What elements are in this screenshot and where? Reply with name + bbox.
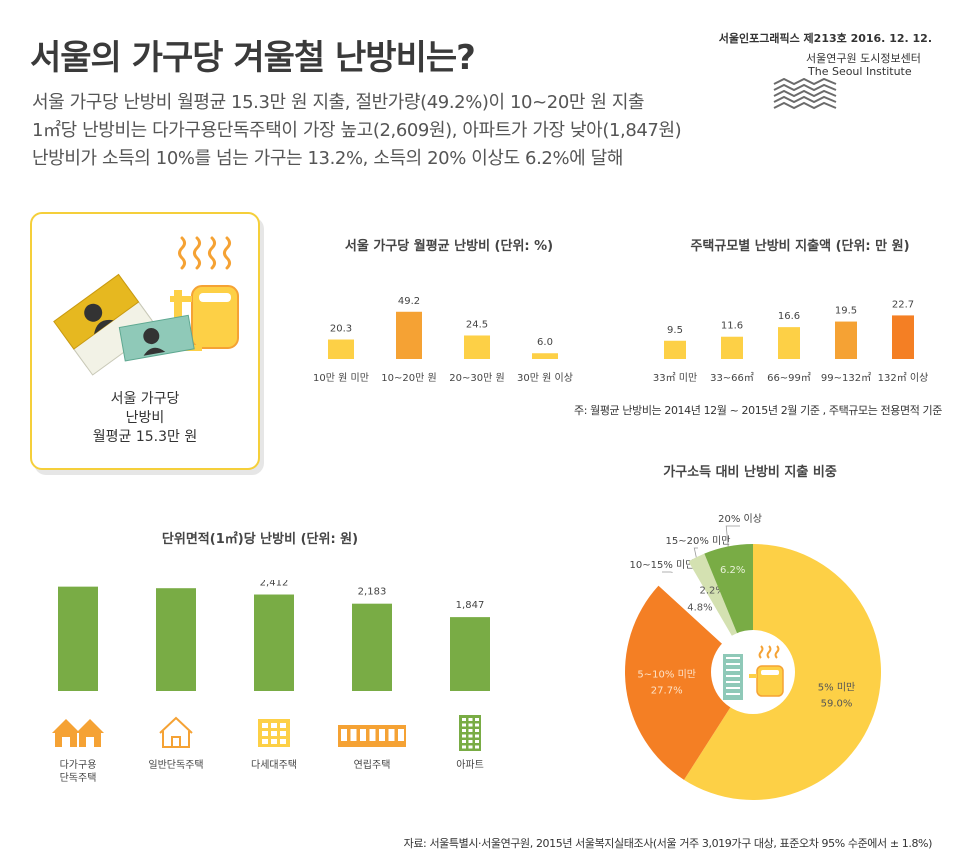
house-size-category-label-3: 99~132㎡ [821, 372, 871, 384]
heat-waves-icon [178, 236, 231, 270]
multiplex-icon [258, 719, 290, 747]
monthly-cost-bar-2 [464, 335, 490, 359]
income-share-slice-value-1: 27.7% [651, 685, 683, 696]
income-share-leader-line-3 [693, 547, 698, 558]
house-size-category-label-0: 33㎡ 미만 [653, 372, 697, 384]
summary-line-2: 난방비 [125, 410, 165, 426]
unit-area-bar-4 [450, 617, 490, 691]
summary-text: 서울 가구당 난방비 월평균 15.3만 원 [32, 390, 258, 447]
unit-area-bar-1 [156, 588, 196, 691]
income-share-chart-title: 가구소득 대비 난방비 지출 비중 [663, 465, 837, 480]
subtitle-line-2: 1㎡당 난방비는 다가구용단독주택이 가장 높고(2,609원), 아파트가 가… [32, 120, 682, 141]
house-outline-icon [159, 716, 193, 748]
income-share-slice-1 [625, 585, 753, 780]
income-share-slice-label-2: 10~15% 미만 [630, 559, 695, 571]
apartment-icon [459, 715, 481, 751]
income-share-slice-label-4: 20% 이상 [718, 513, 762, 525]
house-size-category-label-4: 132㎡ 이상 [878, 372, 929, 384]
monthly-cost-bar-1 [396, 311, 422, 359]
unit-area-category-label-2: 다세대주택 [251, 759, 297, 771]
unit-area-chart: 2,609 다가구용단독주택 2,570 일반단독주택 2,412 다세대주택 2,183 연… [52, 580, 490, 784]
unit-area-bar-3 [352, 603, 392, 691]
unit-area-value-label-2: 2,412 [260, 580, 289, 589]
house-size-bar-2 [778, 327, 800, 359]
monthly-cost-value-label-2: 24.5 [466, 319, 488, 330]
monthly-cost-value-label-1: 49.2 [398, 296, 420, 307]
house-size-bar-4 [892, 315, 914, 359]
summary-line-3: 월평균 15.3만 원 [92, 429, 198, 445]
money-and-boiler-illustration [53, 236, 239, 376]
income-share-pie-chart: 5% 미만 59.0% 5~10% 미만 27.7% 4.8% 10~15% 미만 2.2%… [625, 513, 881, 800]
house-size-category-label-2: 66~99㎡ [767, 372, 811, 384]
house-size-chart: 9.5 33㎡ 미만 11.6 33~66㎡ 16.6 66~99㎡ 19.5 99~132㎡… [653, 299, 929, 384]
income-share-slice-value-0: 59.0% [821, 698, 853, 709]
monthly-cost-category-label-1: 10~20만 원 [381, 372, 436, 384]
house-size-value-label-2: 16.6 [778, 311, 800, 322]
institute-name-kr: 서울연구원 도시정보센터 [806, 52, 921, 65]
income-share-slice-label-0: 5% 미만 [818, 681, 855, 693]
unit-area-category-label-4: 아파트 [456, 759, 484, 771]
unit-area-bar-2 [254, 594, 294, 691]
unit-area-value-label-0: 2,609 [64, 580, 93, 581]
unit-area-category-label-3: 연립주택 [354, 758, 391, 771]
monthly-cost-value-label-0: 20.3 [330, 324, 352, 335]
income-share-leader-line-4 [725, 525, 740, 547]
monthly-cost-category-label-3: 30만 원 이상 [517, 372, 573, 384]
unit-area-bar-0 [58, 586, 98, 691]
summary-card: 서울 가구당 난방비 월평균 15.3만 원 [30, 212, 260, 470]
house-size-value-label-3: 19.5 [835, 306, 857, 317]
unit-area-category-label-0-1: 단독주택 [60, 772, 97, 784]
monthly-cost-category-label-0: 10만 원 미만 [313, 372, 369, 384]
twin-house-icon [52, 719, 104, 747]
unit-area-value-label-1: 2,570 [162, 580, 191, 582]
income-share-slice-value-3: 2.2% [699, 585, 724, 596]
chart-note: 주: 월평균 난방비는 2014년 12월 ~ 2015년 2월 기준 , 주택… [574, 404, 942, 417]
house-size-category-label-1: 33~66㎡ [710, 372, 754, 384]
house-size-value-label-0: 9.5 [667, 325, 683, 336]
unit-area-value-label-3: 2,183 [358, 587, 387, 598]
monthly-cost-chart-title: 서울 가구당 월평균 난방비 (단위: %) [344, 239, 554, 254]
seoul-institute-logo-icon [773, 78, 837, 110]
income-share-slice-label-3: 15~20% 미만 [666, 535, 731, 547]
monthly-cost-chart: 20.3 10만 원 미만 49.2 10~20만 원 24.5 20~30만 원 6.0 3… [313, 296, 573, 384]
summary-line-1: 서울 가구당 [110, 391, 180, 407]
house-size-bar-0 [664, 340, 686, 359]
unit-area-category-label-0-0: 다가구용 [60, 759, 97, 771]
income-share-slice-value-4: 6.2% [720, 565, 745, 576]
income-share-slice-label-1: 5~10% 미만 [637, 668, 696, 680]
unit-area-value-label-4: 1,847 [456, 600, 485, 611]
page-title: 서울의 가구당 겨울철 난방비는? [30, 38, 476, 78]
house-size-value-label-1: 11.6 [721, 321, 743, 332]
monthly-cost-bar-3 [532, 353, 558, 359]
money-bills-icon [53, 273, 195, 376]
house-size-value-label-4: 22.7 [892, 299, 914, 310]
income-share-slice-value-2: 4.8% [687, 602, 712, 613]
row-house-icon [338, 725, 406, 747]
unit-area-category-label-1: 일반단독주택 [148, 759, 203, 771]
unit-area-chart-title: 단위면적(1㎡)당 난방비 (단위: 원) [161, 532, 359, 547]
issue-number: 서울인포그래픽스 제213호 2016. 12. 12. [718, 32, 932, 45]
monthly-cost-category-label-2: 20~30만 원 [449, 372, 504, 384]
monthly-cost-bar-0 [328, 339, 354, 359]
house-size-bar-3 [835, 321, 857, 359]
source-footnote: 자료: 서울특별시·서울연구원, 2015년 서울복지실태조사(서울 거주 3,… [403, 837, 933, 850]
subtitle-line-3: 난방비가 소득의 10%를 넘는 가구는 13.2%, 소득의 20% 이상도 … [32, 148, 623, 169]
institute-name-en: The Seoul Institute [808, 65, 912, 78]
monthly-cost-value-label-3: 6.0 [537, 337, 553, 348]
house-size-bar-1 [721, 336, 743, 359]
apartment-boiler-icon [723, 645, 784, 700]
house-size-chart-title: 주택규모별 난방비 지출액 (단위: 만 원) [690, 239, 910, 254]
subtitle-line-1: 서울 가구당 난방비 월평균 15.3만 원 지출, 절반가량(49.2%)이 … [32, 92, 645, 113]
